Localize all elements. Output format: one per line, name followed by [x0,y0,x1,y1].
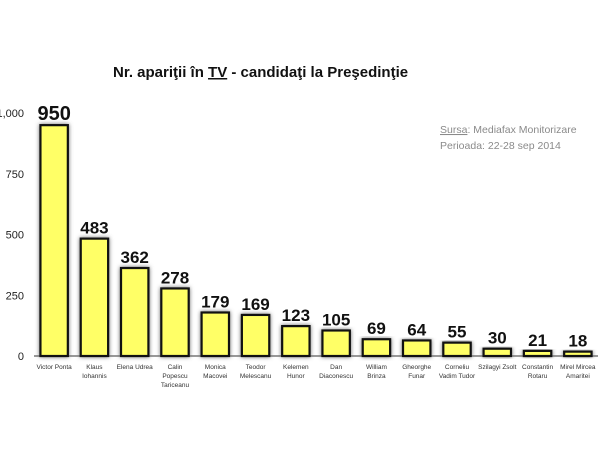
category-label: Victor Ponta [36,364,72,371]
bar [522,349,553,358]
bar [79,237,110,358]
source-period: Perioada: 22-28 sep 2014 [440,140,561,152]
category-labels-group: Victor Ponta Klaus Iohannis Elena Udrea Cali… [36,364,595,389]
bar-value-label: 278 [161,268,189,287]
bar-value-label: 18 [568,332,587,351]
bar-value-label: 64 [407,320,426,339]
bar [39,124,69,358]
bar [361,338,392,358]
category-label: Calin Popescu Tariceanu [161,364,190,389]
bar-value-label: 21 [528,331,547,350]
category-label: Monica Macovei [203,364,227,380]
category-label: Elena Udrea [117,364,154,371]
category-label: Corneliu Vadim Tudor [439,364,476,380]
y-tick-label: 250 [6,290,24,302]
bar [321,329,351,358]
bar-value-label: 30 [488,329,507,348]
source-label: Sursa [440,124,468,136]
bar [442,341,472,358]
bar-value-label: 950 [37,103,70,125]
bar [160,287,190,358]
title-tv: TV [208,64,227,81]
category-label: Klaus Iohannis [82,364,107,380]
chart-title: Nr. apariţii în TV - candidaţi la Preşed… [113,64,408,81]
bar-value-label: 179 [201,293,229,312]
y-tick-label: 1,000 [0,108,24,120]
bar [281,325,311,358]
category-label: Szilagyi Zsolt [478,364,516,371]
bar [401,339,432,358]
bar [482,347,513,358]
category-label: Dan Diaconescu [319,364,353,380]
bars-group [39,124,593,358]
y-tick-label: 750 [6,169,24,181]
category-label: Kelemen Hunor [283,364,309,380]
category-label: Teodor Melescanu [240,364,272,380]
category-label: Gheorghe Funar [402,364,431,380]
title-prefix: Nr. apariţii în [113,64,208,81]
value-labels-group: 950 483 362 278 179 169 123 105 69 64 55 30 21 18 [37,103,587,350]
y-tick-label: 500 [6,230,24,242]
bar-value-label: 105 [322,310,350,329]
bar-value-label: 123 [282,306,310,325]
category-label: Mirel Mircea Amaritei [560,364,596,380]
bar-value-label: 69 [367,319,386,338]
bar-value-label: 169 [241,295,269,314]
bar [200,311,231,358]
bar-value-label: 362 [121,248,149,267]
source-name: : Mediafax Monitorizare [467,124,576,136]
bar-value-label: 483 [80,219,108,238]
title-suffix: - candidaţi la Preşedinţie [227,64,408,81]
bar [240,313,271,358]
source-line-1: Sursa: Mediafax Monitorizare [440,124,577,136]
bar [119,266,150,358]
category-label: Constantin Rotaru [522,364,553,380]
bar [563,350,593,358]
bar-value-label: 55 [448,323,467,342]
y-axis-tick-labels: 0 250 500 750 1,000 [0,108,24,363]
y-tick-label: 0 [18,351,24,363]
category-label: William Brinza [366,364,387,380]
